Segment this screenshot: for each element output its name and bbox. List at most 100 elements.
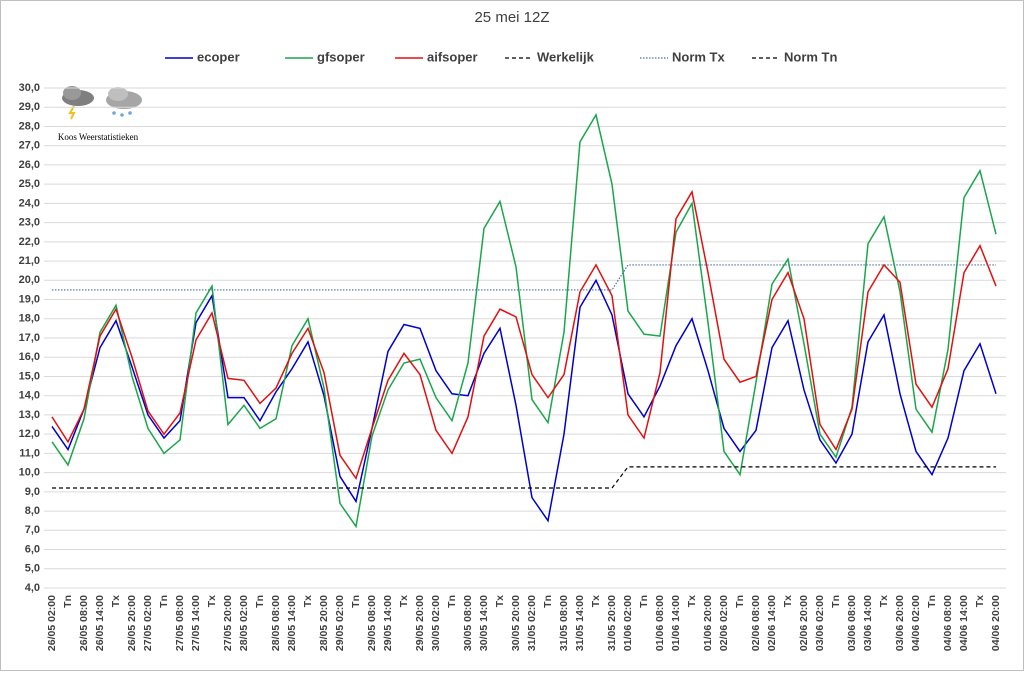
legend-label: Norm Tn [784,49,838,64]
series-line [52,264,996,291]
y-tick-label: 26,0 [19,159,40,171]
x-tick-label: Tx [302,595,314,607]
x-tick-label: Tn [62,595,74,608]
chart-title: 25 mei 12Z [474,9,549,26]
series-line [51,112,997,529]
y-tick-label: 21,0 [19,255,40,267]
x-tick-label: Tn [734,595,746,608]
y-tick-label: 27,0 [19,140,40,152]
x-tick-label: 01/06 20:00 [702,595,714,651]
y-tick-label: 23,0 [19,217,40,229]
legend-label: gfsoper [317,49,365,64]
x-tick-label: 28/05 02:00 [238,595,250,651]
x-tick-label: 28/05 20:00 [318,595,330,651]
y-tick-label: 11,0 [19,447,40,459]
y-tick-label: 7,0 [25,524,40,536]
x-tick-label: 30/05 02:00 [430,595,442,651]
x-tick-label: Tn [542,595,554,608]
x-tick-label: 30/05 08:00 [462,595,474,651]
y-tick-label: 12,0 [19,428,40,440]
legend-label: aifsoper [427,49,478,64]
x-tick-label: Tx [494,595,506,607]
y-tick-label: 6,0 [25,543,40,555]
legend-label: Werkelijk [537,49,595,64]
y-tick-label: 5,0 [25,563,40,575]
y-tick-label: 16,0 [19,351,40,363]
x-tick-label: 31/05 20:00 [606,595,618,651]
x-tick-label: Tn [158,595,170,608]
x-tick-label: 04/06 14:00 [958,595,970,651]
logo-text: Koos Weerstatistieken [58,132,139,142]
x-tick-label: Tx [206,595,218,607]
x-tick-label: 27/05 08:00 [174,595,186,651]
x-tick-label: 27/05 14:00 [190,595,202,651]
x-tick-label: Tx [398,595,410,607]
x-tick-label: 26/05 02:00 [46,595,58,651]
x-tick-label: Tx [974,595,986,607]
x-tick-label: 31/05 02:00 [526,595,538,651]
x-tick-label: 27/05 02:00 [142,595,154,651]
x-tick-label: 04/06 20:00 [990,595,1002,651]
y-tick-label: 8,0 [25,505,40,517]
y-tick-label: 24,0 [19,197,40,209]
y-tick-label: 29,0 [19,101,40,113]
legend-label: Norm Tx [672,49,726,64]
x-tick-label: 29/05 02:00 [334,595,346,651]
x-tick-label: 01/06 02:00 [622,595,634,651]
x-tick-label: 01/06 08:00 [654,595,666,651]
y-tick-label: 30,0 [19,82,40,94]
x-tick-label: 02/06 14:00 [766,595,778,651]
y-tick-label: 20,0 [19,274,40,286]
y-tick-label: 25,0 [19,178,40,190]
x-tick-label: 29/05 08:00 [366,595,378,651]
x-tick-label: 26/05 14:00 [94,595,106,651]
x-tick-label: 31/05 14:00 [574,595,586,651]
series-line [51,278,997,523]
y-tick-label: 17,0 [19,332,40,344]
x-tick-label: 30/05 14:00 [478,595,490,651]
y-tick-label: 18,0 [19,313,40,325]
x-tick-label: Tn [254,595,266,608]
x-tick-label: Tn [926,595,938,608]
y-tick-label: 9,0 [25,486,40,498]
x-tick-label: Tx [878,595,890,607]
x-tick-label: 04/06 02:00 [910,595,922,651]
x-tick-label: Tn [350,595,362,608]
y-tick-label: 4,0 [25,582,40,594]
x-tick-label: 04/06 08:00 [942,595,954,651]
x-tick-label: Tx [110,595,122,607]
x-tick-label: 28/05 14:00 [286,595,298,651]
legend-label: ecoper [197,49,240,64]
x-tick-label: 29/05 20:00 [414,595,426,651]
x-tick-label: 28/05 08:00 [270,595,282,651]
y-tick-label: 28,0 [19,120,40,132]
x-tick-label: 03/06 08:00 [846,595,858,651]
y-tick-label: 14,0 [19,390,40,402]
x-tick-label: 26/05 20:00 [126,595,138,651]
x-tick-label: 02/06 02:00 [718,595,730,651]
series-line [51,189,997,481]
x-tick-label: Tx [782,595,794,607]
x-tick-label: 02/06 08:00 [750,595,762,651]
x-tick-label: Tx [590,595,602,607]
x-tick-label: 31/05 08:00 [558,595,570,651]
y-tick-label: 19,0 [19,293,40,305]
x-tick-label: 03/06 20:00 [894,595,906,651]
x-tick-label: 29/05 14:00 [382,595,394,651]
x-tick-label: 26/05 08:00 [78,595,90,651]
y-tick-label: 15,0 [19,370,40,382]
x-tick-label: Tn [830,595,842,608]
y-tick-label: 10,0 [19,467,40,479]
y-tick-label: 13,0 [19,409,40,421]
logo: Koos Weerstatistieken [58,86,142,142]
series-line [52,466,996,489]
x-tick-label: 03/06 14:00 [862,595,874,651]
x-tick-label: Tx [686,595,698,607]
y-tick-label: 22,0 [19,236,40,248]
x-tick-label: Tn [446,595,458,608]
x-tick-label: 01/06 14:00 [670,595,682,651]
x-tick-label: 30/05 20:00 [510,595,522,651]
x-tick-label: 27/05 20:00 [222,595,234,651]
